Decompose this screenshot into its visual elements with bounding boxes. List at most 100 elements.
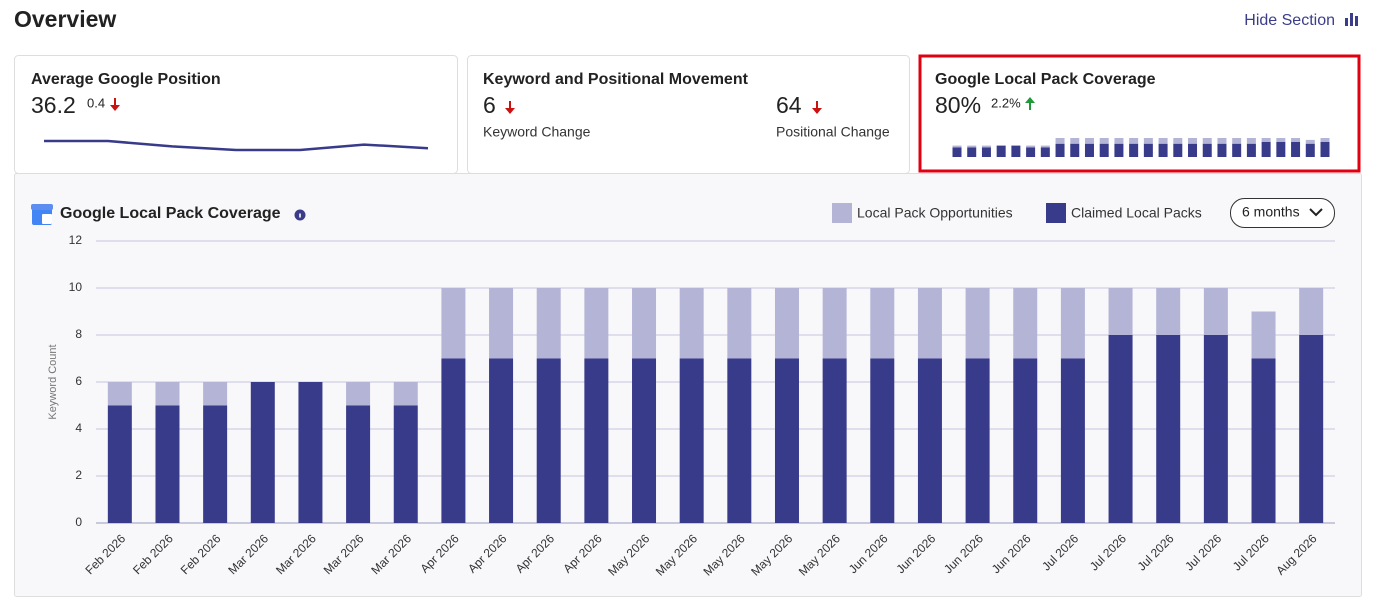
chevron[interactable] <box>1309 208 1323 217</box>
mini-bar-segment <box>1232 143 1242 157</box>
y-tick-label: 2 <box>75 468 82 482</box>
bar-segment <box>1299 288 1324 335</box>
gmb-icon <box>31 204 53 225</box>
mini-bar-segment <box>1305 139 1315 144</box>
mini-bar-segment <box>981 145 991 148</box>
metric-label: Keyword Change <box>483 124 591 140</box>
bar-segment <box>1060 288 1085 359</box>
bar-segment <box>679 288 704 359</box>
sparkline <box>44 139 429 152</box>
trend-arrow <box>505 101 515 114</box>
bar-segment <box>489 358 514 523</box>
period-dropdown[interactable] <box>1230 198 1335 228</box>
mini-bar-segment <box>1173 143 1183 157</box>
bar-segment <box>298 382 323 523</box>
y-tick-label: 12 <box>69 233 83 247</box>
bar-segment <box>584 288 609 359</box>
bar-segment <box>965 358 990 523</box>
mini-bar-segment <box>1291 141 1301 157</box>
bar-segment <box>1156 288 1181 335</box>
mini-bar-segment <box>1129 138 1139 144</box>
bar-segment <box>1060 358 1085 523</box>
bar-segment <box>441 288 466 359</box>
bar-segment <box>774 358 799 523</box>
mini-bar-segment <box>1246 138 1256 144</box>
info-icon-glyph <box>299 213 301 218</box>
mini-bar-segment <box>1276 141 1286 157</box>
bar-segment <box>727 288 752 359</box>
bar-segment <box>1156 335 1181 523</box>
mini-bar-segment <box>952 147 962 157</box>
mini-bar-segment <box>1173 138 1183 144</box>
bar-segment <box>536 288 561 359</box>
bar-segment <box>584 358 609 523</box>
mini-bar-segment <box>1011 145 1021 157</box>
y-tick-label: 8 <box>75 327 82 341</box>
mini-bar-segment <box>1143 138 1153 144</box>
bar-segment <box>870 288 895 359</box>
mini-bar-segment <box>1026 145 1036 148</box>
mini-bar-segment <box>1188 143 1198 157</box>
legend-swatch <box>832 203 852 223</box>
trend-arrow <box>812 101 822 114</box>
mini-bar-segment <box>1261 141 1271 157</box>
bar-segment <box>441 358 466 523</box>
mini-bar-segment <box>1202 138 1212 144</box>
mini-bar-segment <box>1084 138 1094 144</box>
mini-bar-segment <box>981 147 991 157</box>
metric-value: 64 <box>776 92 802 118</box>
bar-segment <box>1013 358 1038 523</box>
bar-segment <box>107 405 132 523</box>
bar-segment <box>679 358 704 523</box>
mini-bar-segment <box>1291 138 1301 142</box>
bar-segment <box>632 288 657 359</box>
metric-label: Positional Change <box>776 124 890 140</box>
bar-segment <box>774 288 799 359</box>
bar-segment <box>250 382 275 523</box>
card-change: 2.2% <box>991 95 1021 110</box>
mini-bar-segment <box>1320 141 1330 157</box>
page-title: Overview <box>14 6 116 32</box>
bar-segment <box>1299 335 1324 523</box>
bar-segment <box>917 358 942 523</box>
card-title: Keyword and Positional Movement <box>483 71 749 88</box>
trend-arrow <box>110 98 120 111</box>
card <box>920 56 1360 172</box>
y-tick-label: 10 <box>69 280 83 294</box>
mini-bar-segment <box>1158 138 1168 144</box>
mini-bar-segment <box>967 147 977 157</box>
mini-bar-segment <box>967 145 977 148</box>
bar-segment <box>107 382 132 406</box>
mini-bar-segment <box>952 145 962 148</box>
bar-segment <box>155 405 180 523</box>
bar-segment <box>489 288 514 359</box>
mini-bar-segment <box>1305 143 1315 157</box>
mini-bar-segment <box>1099 138 1109 144</box>
card-title: Average Google Position <box>31 71 221 88</box>
mini-bar-segment <box>1261 138 1271 142</box>
mini-bar-segment <box>1084 143 1094 157</box>
hide-icon[interactable] <box>1345 13 1358 26</box>
mini-bar-segment <box>1055 138 1065 144</box>
bar-segment <box>1108 335 1133 523</box>
mini-bar-segment <box>1070 143 1080 157</box>
mini-bar-segment <box>1320 138 1330 142</box>
mini-bar-segment <box>1040 145 1050 148</box>
mini-bar-segment <box>1070 138 1080 144</box>
period-label[interactable]: 6 months <box>1242 204 1300 220</box>
bar-segment <box>203 405 228 523</box>
mini-bar-segment <box>1232 138 1242 144</box>
legend-label: Local Pack Opportunities <box>857 205 1013 221</box>
bar-segment <box>346 382 371 406</box>
bar-segment <box>155 382 180 406</box>
bar-segment <box>965 288 990 359</box>
bar-segment <box>632 358 657 523</box>
legend-label: Claimed Local Packs <box>1071 205 1202 221</box>
mini-bar-segment <box>1114 138 1124 144</box>
bar-segment <box>393 382 418 406</box>
hide-section[interactable]: Hide Section <box>1244 12 1335 29</box>
mini-bar-segment <box>1099 143 1109 157</box>
bar-segment <box>1108 288 1133 335</box>
